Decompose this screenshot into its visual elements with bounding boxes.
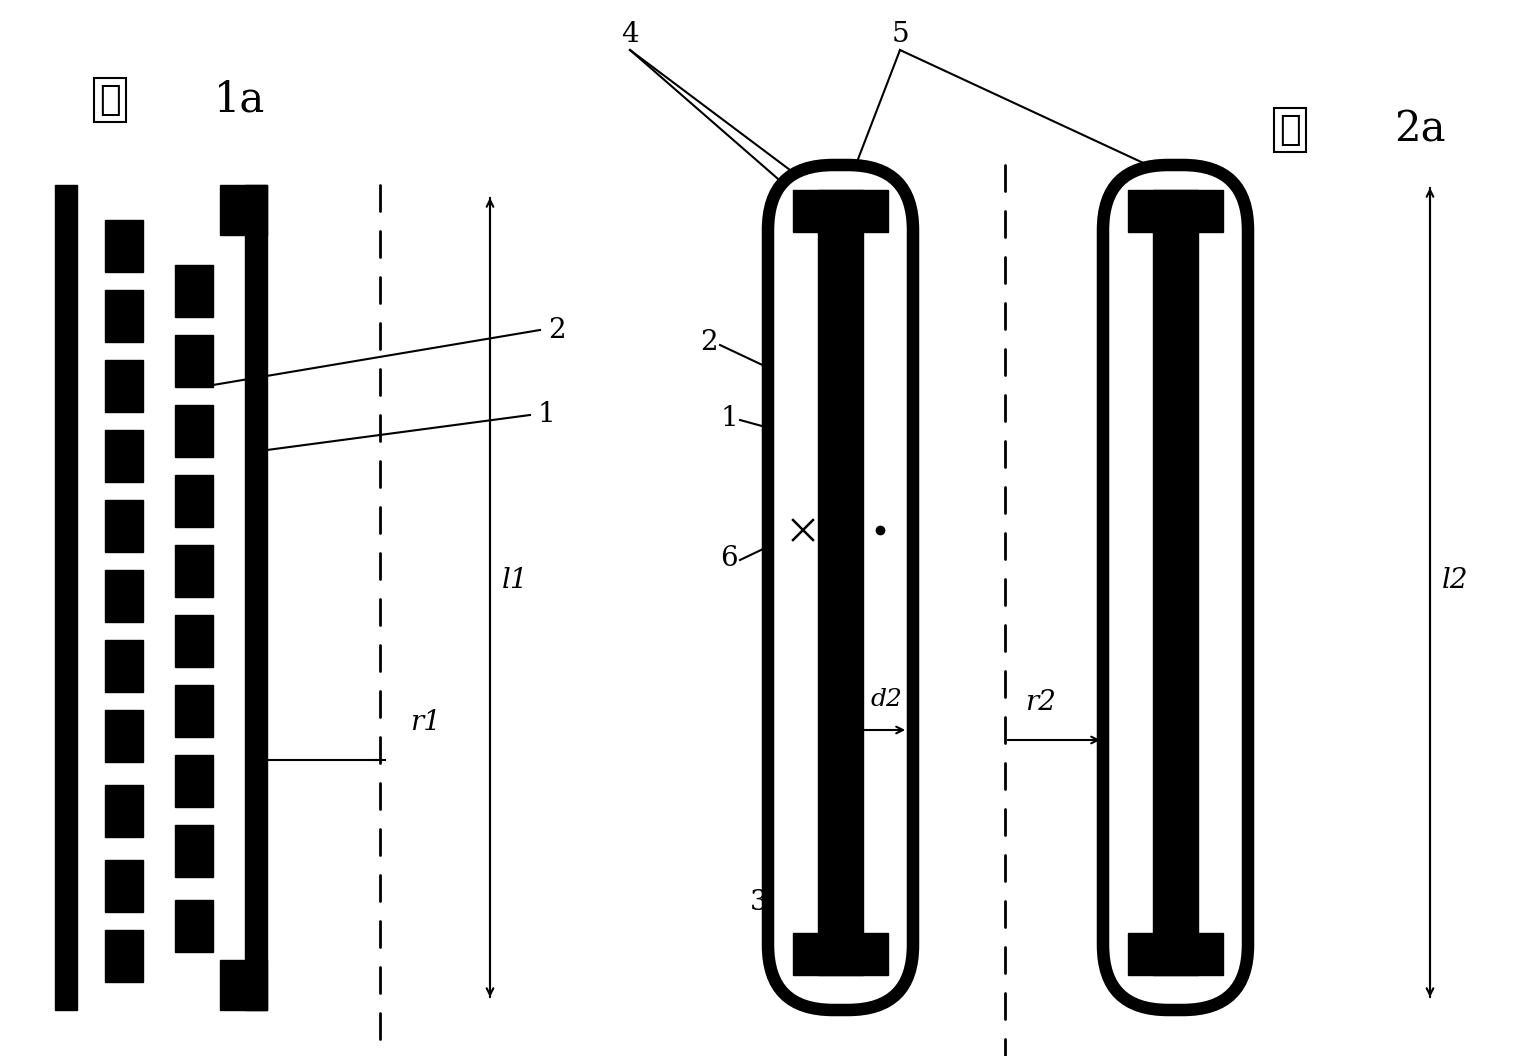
Bar (1153, 190, 1197, 975)
Bar (104, 640, 143, 692)
Text: 1a: 1a (215, 79, 266, 121)
Text: 2: 2 (548, 317, 565, 343)
Text: 1: 1 (720, 404, 738, 432)
Text: l2: l2 (1441, 566, 1469, 593)
Bar (104, 290, 143, 342)
Bar (175, 755, 213, 807)
FancyBboxPatch shape (1104, 165, 1248, 1010)
Text: 图: 图 (100, 83, 121, 117)
Text: 2: 2 (700, 329, 718, 357)
Text: 3: 3 (751, 888, 768, 916)
Text: r1: r1 (410, 709, 441, 735)
Bar (175, 825, 213, 876)
Bar (175, 545, 213, 597)
Bar (220, 185, 267, 235)
Text: 5: 5 (892, 21, 909, 49)
Bar (175, 475, 213, 527)
FancyBboxPatch shape (768, 165, 913, 1010)
Bar (220, 960, 267, 1010)
Bar (794, 934, 889, 975)
Bar (104, 860, 143, 912)
Bar (104, 570, 143, 622)
Bar (175, 335, 213, 386)
Bar (1128, 934, 1223, 975)
Bar (175, 615, 213, 667)
Bar (104, 930, 143, 982)
Text: r2: r2 (1025, 689, 1056, 716)
Bar (104, 499, 143, 552)
Bar (175, 265, 213, 317)
Bar (104, 785, 143, 837)
Bar (175, 685, 213, 737)
Bar (104, 360, 143, 412)
Bar (55, 185, 77, 1010)
Text: 6: 6 (720, 545, 738, 571)
Text: 2a: 2a (1394, 109, 1446, 151)
Text: d2: d2 (870, 689, 903, 712)
Text: l1: l1 (502, 566, 528, 593)
Bar (246, 185, 267, 1010)
Bar (104, 220, 143, 272)
Bar (104, 430, 143, 482)
Text: 图: 图 (1279, 113, 1300, 147)
Text: 4: 4 (622, 21, 639, 49)
Bar (818, 190, 863, 975)
Bar (104, 710, 143, 762)
Text: 1: 1 (537, 401, 556, 429)
Bar (794, 190, 889, 232)
Bar (175, 406, 213, 457)
Bar (175, 900, 213, 953)
Bar (1128, 190, 1223, 232)
